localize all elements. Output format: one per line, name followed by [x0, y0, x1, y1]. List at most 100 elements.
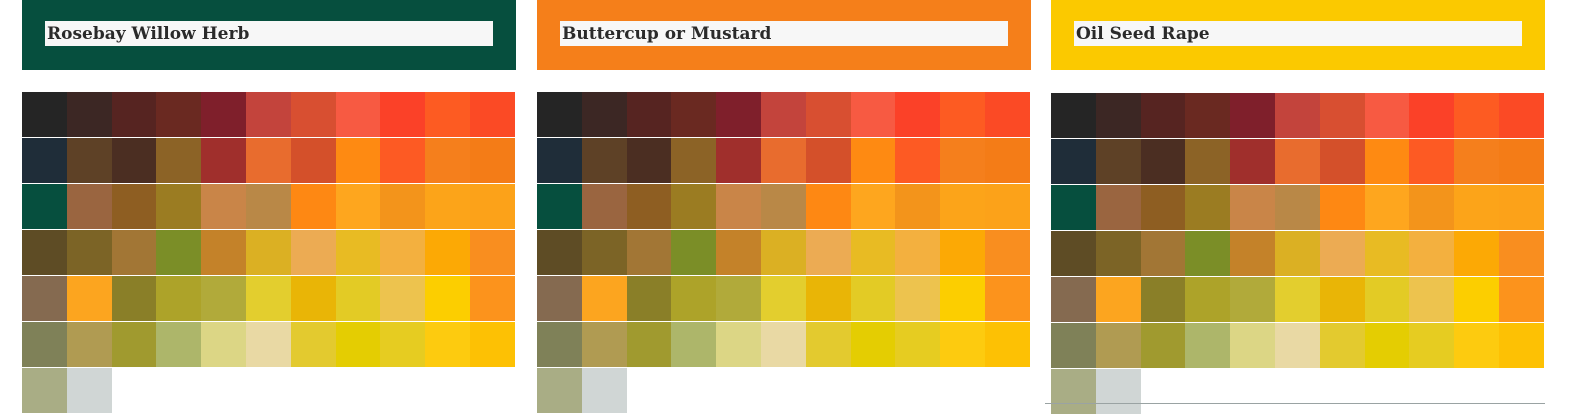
color-swatch — [671, 92, 717, 137]
color-swatch — [469, 322, 515, 367]
swatch-row — [537, 276, 1030, 321]
color-swatch — [537, 138, 582, 183]
color-swatch — [581, 322, 627, 367]
color-swatch — [1140, 185, 1186, 230]
color-swatch — [1230, 277, 1275, 322]
color-swatch — [716, 138, 761, 183]
color-swatch — [1409, 277, 1455, 322]
color-swatch — [1364, 231, 1410, 276]
color-swatch — [111, 322, 157, 367]
color-swatch — [1498, 185, 1544, 230]
color-swatch — [290, 138, 336, 183]
color-swatch — [760, 138, 806, 183]
color-swatch — [1185, 139, 1231, 184]
color-swatch — [895, 138, 941, 183]
panel-title: Buttercup or Mustard — [560, 21, 1008, 46]
color-swatch — [895, 230, 941, 275]
color-swatch — [380, 230, 426, 275]
color-swatch — [245, 230, 291, 275]
color-swatch — [537, 368, 582, 413]
color-swatch — [850, 92, 896, 137]
color-swatch — [245, 184, 291, 229]
color-swatch — [1454, 185, 1499, 230]
color-swatch — [1319, 323, 1365, 368]
color-swatch — [1140, 277, 1186, 322]
color-swatch — [335, 276, 381, 321]
swatch-row — [22, 184, 515, 229]
swatch-row — [1051, 185, 1544, 230]
color-swatch — [156, 184, 202, 229]
swatch-row — [1051, 277, 1544, 322]
color-swatch — [1319, 93, 1365, 138]
swatch-row — [22, 92, 515, 137]
color-swatch — [1185, 231, 1231, 276]
color-swatch — [626, 184, 672, 229]
color-swatch — [335, 138, 381, 183]
color-swatch — [581, 230, 627, 275]
color-swatch — [380, 92, 426, 137]
color-swatch — [626, 276, 672, 321]
swatch-row — [1051, 323, 1544, 368]
color-swatch — [245, 92, 291, 137]
color-swatch — [984, 184, 1030, 229]
color-swatch — [1051, 185, 1096, 230]
color-swatch — [1185, 185, 1231, 230]
color-swatch — [1319, 185, 1365, 230]
color-swatch — [22, 368, 67, 413]
panel-title: Rosebay Willow Herb — [45, 21, 493, 46]
color-swatch — [1095, 139, 1141, 184]
swatch-grid — [1051, 93, 1544, 415]
color-swatch — [671, 276, 717, 321]
swatch-row — [22, 322, 515, 367]
color-swatch — [425, 276, 470, 321]
color-swatch — [716, 322, 761, 367]
color-swatch — [671, 230, 717, 275]
color-swatch — [111, 276, 157, 321]
color-swatch — [335, 322, 381, 367]
swatch-row — [537, 184, 1030, 229]
swatch-grid — [537, 92, 1030, 414]
swatch-row — [1051, 93, 1544, 138]
color-swatch — [940, 230, 985, 275]
color-swatch — [380, 322, 426, 367]
color-swatch — [1454, 277, 1499, 322]
color-swatch — [1274, 185, 1320, 230]
color-swatch — [201, 92, 246, 137]
panel-title: Oil Seed Rape — [1074, 21, 1522, 46]
color-swatch — [1319, 231, 1365, 276]
swatch-row — [22, 138, 515, 183]
color-swatch — [895, 322, 941, 367]
color-swatch — [1095, 231, 1141, 276]
color-swatch — [156, 138, 202, 183]
color-swatch — [1095, 369, 1141, 414]
color-swatch — [425, 92, 470, 137]
color-swatch — [1185, 323, 1231, 368]
color-swatch — [850, 276, 896, 321]
color-swatch — [537, 322, 582, 367]
swatch-row — [537, 368, 1030, 413]
color-swatch — [1274, 139, 1320, 184]
panel-header: Rosebay Willow Herb — [22, 0, 516, 70]
color-swatch — [805, 138, 851, 183]
color-swatch — [1319, 277, 1365, 322]
color-swatch — [156, 92, 202, 137]
color-swatch — [469, 138, 515, 183]
color-swatch — [760, 92, 806, 137]
color-swatch — [581, 92, 627, 137]
color-swatch — [984, 230, 1030, 275]
color-swatch — [469, 92, 515, 137]
color-swatch — [1364, 185, 1410, 230]
color-swatch — [1274, 323, 1320, 368]
color-swatch — [984, 276, 1030, 321]
color-swatch — [1454, 139, 1499, 184]
color-swatch — [22, 184, 67, 229]
color-swatch — [111, 138, 157, 183]
color-swatch — [111, 184, 157, 229]
color-swatch — [66, 92, 112, 137]
color-swatch — [201, 276, 246, 321]
color-swatch — [201, 322, 246, 367]
color-swatch — [469, 276, 515, 321]
color-swatch — [66, 230, 112, 275]
color-swatch — [984, 322, 1030, 367]
color-swatch — [1051, 323, 1096, 368]
